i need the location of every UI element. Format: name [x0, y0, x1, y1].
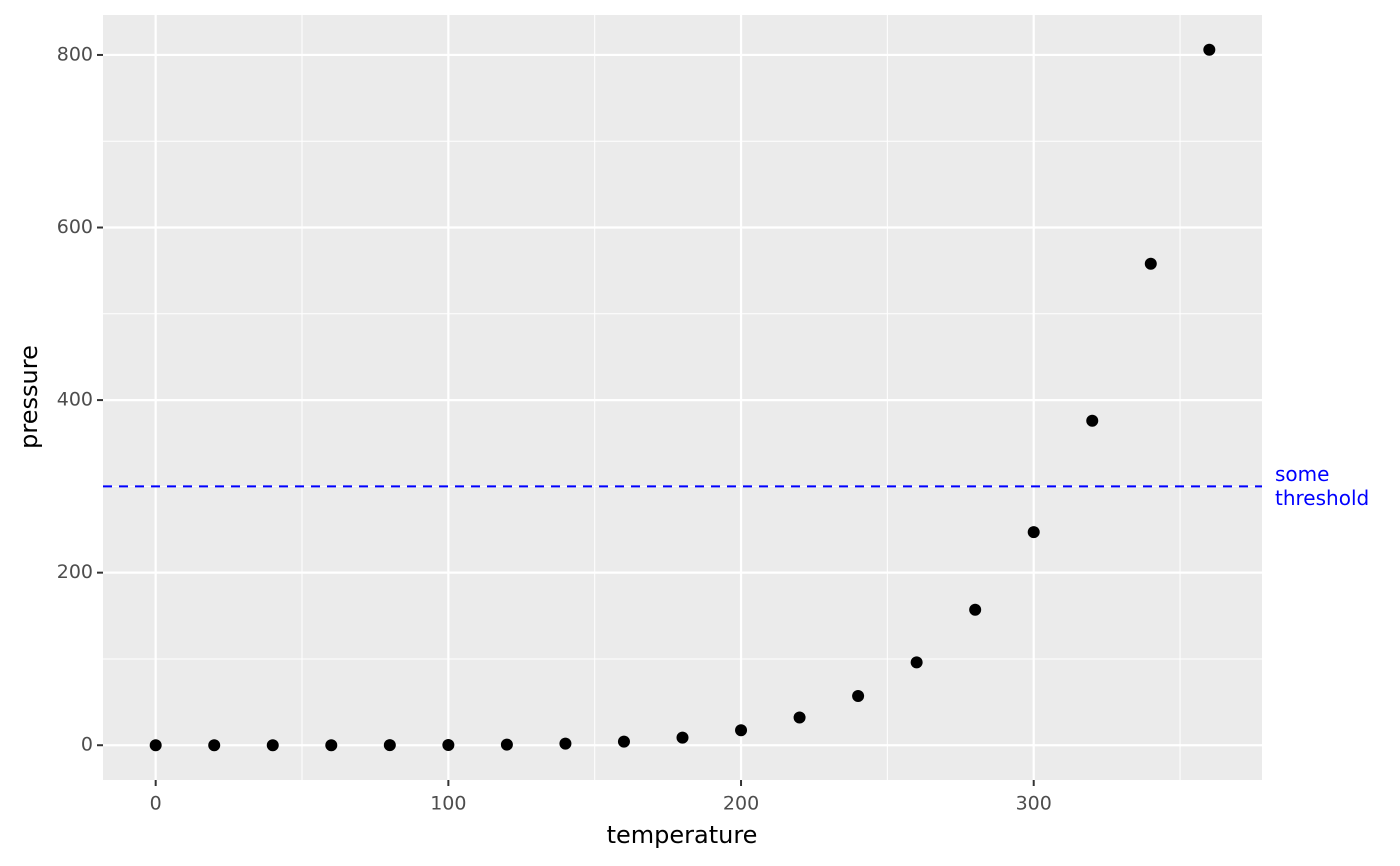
panel: [103, 15, 1262, 780]
y-tick-label: 400: [57, 389, 93, 411]
x-axis-title: temperature: [607, 821, 758, 849]
y-tick-label: 0: [81, 734, 93, 756]
point: [852, 690, 865, 703]
threshold-label: threshold: [1275, 486, 1369, 510]
point: [1027, 526, 1040, 539]
point: [442, 738, 455, 751]
point: [266, 739, 279, 752]
point: [500, 738, 513, 751]
y-axis-title: pressure: [15, 345, 43, 449]
point: [208, 739, 221, 752]
y-tick-label: 200: [57, 561, 93, 583]
point: [969, 603, 982, 616]
point: [793, 711, 806, 724]
x-tick-label: 100: [430, 793, 466, 815]
point: [910, 656, 923, 669]
x-tick-label: 300: [1016, 793, 1052, 815]
point: [1086, 414, 1099, 427]
x-tick-label: 0: [150, 793, 162, 815]
point: [559, 737, 572, 750]
x-tick-label: 200: [723, 793, 759, 815]
point: [325, 739, 338, 752]
point: [617, 735, 630, 748]
point: [149, 739, 162, 752]
point: [1144, 257, 1157, 270]
y-tick-label: 600: [57, 216, 93, 238]
threshold-label: some: [1275, 462, 1329, 486]
y-tick-label: 800: [57, 43, 93, 65]
point: [383, 739, 396, 752]
point: [676, 731, 689, 744]
point: [735, 724, 748, 737]
point: [1203, 43, 1216, 56]
